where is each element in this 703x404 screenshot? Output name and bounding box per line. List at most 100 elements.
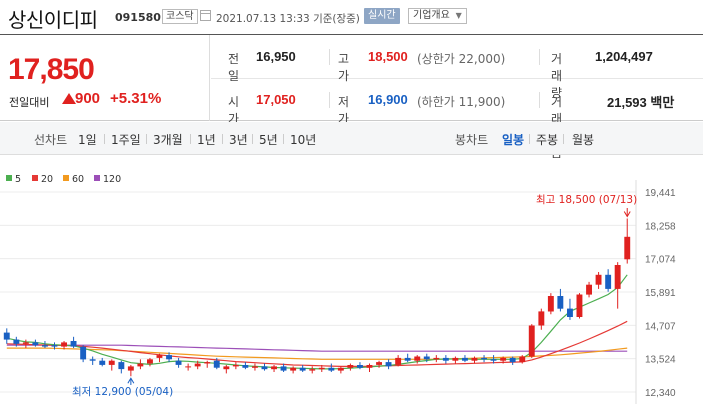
candle-body xyxy=(576,294,583,317)
candle-body xyxy=(22,342,29,344)
low-annotation: 최저 12,900 (05/04) xyxy=(72,386,174,398)
candle-body xyxy=(3,332,10,340)
datetime: 2021.07.13 13:33 xyxy=(216,13,310,25)
candlestick-chart[interactable]: 19,441 18,258 17,074 15,891 14,707 13,524 12,3… xyxy=(0,180,703,404)
candle-body xyxy=(42,345,48,347)
period-1y[interactable]: 1년 xyxy=(197,133,216,147)
price-stats: 전일 16,950 고가 18,500 (상한가 22,000) 거래량 1,2… xyxy=(211,35,703,160)
candle-body xyxy=(271,366,277,370)
candle-body xyxy=(328,367,335,371)
period-bar: 선차트 1일 1주일 3개월 1년 3년 5년 10년 봉차트 일봉 주봉 월봉 xyxy=(0,122,703,155)
stat-separator xyxy=(329,49,330,65)
change-label: 전일대비 xyxy=(9,96,50,109)
candle-body xyxy=(414,356,421,361)
candle-body xyxy=(89,359,96,361)
current-price-box: 17,850 전일대비 900 +5.31% xyxy=(0,35,210,121)
prev-close-label: 전일 xyxy=(228,52,240,83)
legend-swatch xyxy=(32,175,38,181)
candle-body xyxy=(595,274,602,285)
candle-body xyxy=(433,357,440,360)
period-1d[interactable]: 1일 xyxy=(78,133,97,147)
candle-monthly[interactable]: 월봉 xyxy=(572,133,595,147)
y-tick-label: 13,524 xyxy=(645,355,676,366)
candle-body xyxy=(51,345,58,347)
candle-body xyxy=(318,367,325,370)
open-label: 시가 xyxy=(228,95,240,126)
stat-separator xyxy=(539,49,540,65)
candle-body xyxy=(385,362,392,367)
candle-body xyxy=(528,325,535,357)
price-panel: 17,850 전일대비 900 +5.31% 전일 16,950 고가 18,5… xyxy=(0,34,703,160)
candle-body xyxy=(204,362,211,364)
legend-swatch xyxy=(63,175,69,181)
period-3y[interactable]: 3년 xyxy=(229,133,248,147)
period-separator xyxy=(252,134,253,144)
legend-ma120: 120 xyxy=(94,174,121,185)
candle-body xyxy=(547,296,554,312)
prev-close-value: 16,950 xyxy=(256,49,296,64)
up-arrow-icon xyxy=(62,93,76,104)
stock-name: 상신이디피 xyxy=(8,8,98,32)
stats-divider xyxy=(211,78,703,79)
candle-body xyxy=(490,359,497,361)
volume-label: 거래량 xyxy=(551,52,563,100)
candle-body xyxy=(99,360,106,365)
period-1w[interactable]: 1주일 xyxy=(111,133,141,147)
period-separator xyxy=(563,134,564,144)
change-percent: +5.31% xyxy=(110,90,162,107)
period-5y[interactable]: 5년 xyxy=(259,133,278,147)
legend-ma5-label: 5 xyxy=(15,174,22,185)
candle-body xyxy=(13,339,20,344)
candle-body xyxy=(309,369,316,371)
y-tick-label: 17,074 xyxy=(645,255,676,266)
candle-body xyxy=(290,367,297,371)
candle-body xyxy=(61,342,67,347)
candle-body xyxy=(118,362,125,370)
stat-separator xyxy=(329,92,330,108)
candle-body xyxy=(337,367,344,371)
period-10y[interactable]: 10년 xyxy=(290,133,317,147)
y-tick-label: 12,340 xyxy=(645,388,676,399)
candle-body xyxy=(624,236,631,260)
legend-ma60: 60 xyxy=(63,174,84,185)
realtime-button[interactable]: 실시간 xyxy=(364,8,400,24)
period-separator xyxy=(222,134,223,144)
candle-body xyxy=(80,346,87,360)
candle-daily[interactable]: 일봉 xyxy=(502,133,525,147)
stock-code: 091580 xyxy=(115,11,161,24)
period-separator xyxy=(146,134,147,144)
period-separator xyxy=(283,134,284,144)
period-3m[interactable]: 3개월 xyxy=(153,133,183,147)
candle-weekly[interactable]: 주봉 xyxy=(536,133,559,147)
company-info-dropdown[interactable]: 기업개요 ▼ xyxy=(408,8,467,24)
candle-body xyxy=(252,366,258,368)
legend-ma5: 5 xyxy=(6,174,21,185)
candle-body xyxy=(538,311,545,326)
y-tick-label: 18,258 xyxy=(645,221,676,232)
candle-body xyxy=(185,366,192,368)
legend-swatch xyxy=(94,175,100,181)
candle-body xyxy=(242,365,249,368)
candle-body xyxy=(481,357,487,360)
low-label: 저가 xyxy=(338,95,350,126)
upper-limit: (상한가 22,000) xyxy=(417,52,506,66)
line-chart-label: 선차트 xyxy=(34,133,68,147)
lower-limit: (하한가 11,900) xyxy=(417,95,506,109)
candle-body xyxy=(213,360,220,368)
candle-body xyxy=(347,365,354,368)
volume-value: 1,204,497 xyxy=(595,49,653,64)
candle-body xyxy=(567,308,573,317)
high-value: 18,500 xyxy=(368,49,408,64)
candle-body xyxy=(500,357,507,361)
basis: 기준(장중) xyxy=(313,13,360,25)
legend-ma20: 20 xyxy=(32,174,53,185)
high-label: 고가 xyxy=(338,52,350,83)
candle-body xyxy=(108,360,115,365)
period-separator xyxy=(529,134,530,144)
candle-body xyxy=(137,363,144,367)
candle-body xyxy=(442,357,449,361)
current-price: 17,850 xyxy=(8,53,95,86)
candle-body xyxy=(147,359,153,364)
candle-body xyxy=(261,366,268,370)
candle-body xyxy=(299,367,306,371)
